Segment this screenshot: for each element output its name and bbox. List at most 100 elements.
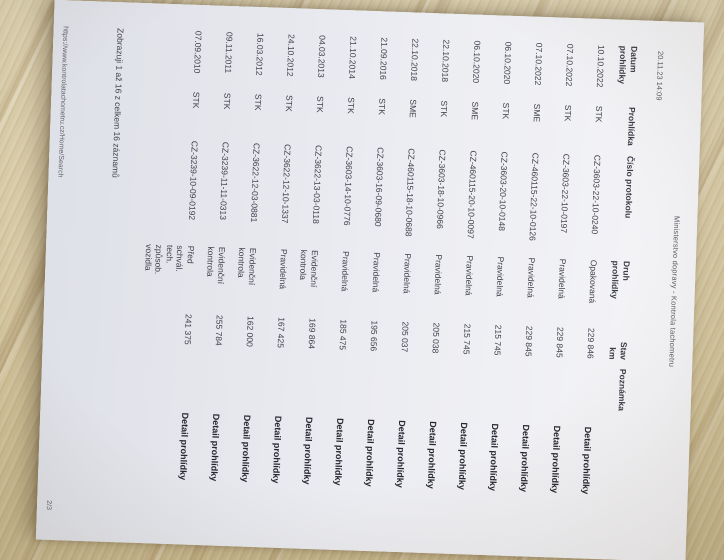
cell-datum: 21.09.2016	[378, 37, 390, 81]
detail-link: Detail prohlídky	[394, 420, 408, 488]
cell-prohlidka: SME	[407, 99, 419, 118]
cell-druh: Pravidelná	[339, 250, 352, 292]
cell-poznamka	[438, 362, 471, 422]
cell-druh: Opakovaná	[587, 259, 599, 304]
detail-link: Detail prohlídky	[456, 422, 470, 491]
cell-cislo: CZ-3622-12-10-1337	[279, 143, 293, 224]
cell-km: 229 845	[523, 325, 535, 357]
cell-cislo: CZ-3603-22-10-0197	[558, 153, 572, 234]
cell-km: 229 846	[585, 327, 597, 359]
cell-prohlidka: STK	[562, 104, 574, 122]
cell-cislo: CZ-460115-20-10-0097	[465, 150, 479, 239]
cell-km: 185 475	[337, 319, 349, 351]
detail-link: Detail prohlídky	[425, 421, 439, 489]
print-timestamp: 20.11.23 14:09	[654, 50, 666, 101]
cell-prohlidka: STK	[376, 98, 388, 116]
cell-prohlidka: STK	[314, 95, 326, 113]
cell-poznamka	[314, 358, 347, 418]
column-header-cislo: Číslo protokolu	[623, 155, 636, 219]
cell-km: 167 425	[275, 317, 287, 349]
detail-link: Detail prohlídky	[332, 417, 346, 486]
cell-poznamka	[283, 357, 316, 417]
footer-url: https://www.kontrolatachometru.cz/Home/S…	[56, 26, 69, 178]
cell-cislo: CZ-3622-13-03-0118	[310, 144, 324, 225]
detail-link: Detail prohlídky	[363, 418, 377, 487]
inspection-table: Datum prohlídky Prohlídka Číslo protokolu D…	[134, 29, 639, 537]
cell-prohlidka: STK	[593, 105, 605, 123]
cell-prohlidka: STK	[221, 92, 233, 110]
cell-datum: 21.10.2014	[347, 36, 359, 79]
cell-cislo: CZ-3622-12-03-0881	[248, 142, 262, 223]
cell-cislo: CZ-460115-22-10-0126	[527, 152, 541, 242]
cell-druh: Pravidelná	[494, 256, 506, 297]
cell-poznamka	[531, 366, 564, 426]
cell-datum: 04.03.2013	[316, 35, 328, 78]
cell-datum: 07.10.2022	[532, 42, 545, 86]
cell-druh: Pravidelná	[370, 252, 383, 293]
column-header-datum: Datum prohlídky	[617, 45, 640, 85]
cell-datum: 07.09.2010	[192, 30, 204, 74]
cell-prohlidka: STK	[345, 97, 357, 114]
detail-link: Detail prohlídky	[487, 423, 501, 492]
inspection-rows: 10.10.2022 STK CZ-3603-22-10-0240 Opakovaná…	[134, 29, 606, 536]
cell-datum: 24.10.2012	[285, 33, 297, 77]
cell-prohlidka: STK	[190, 91, 202, 109]
cell-druh: Pravidelná	[401, 253, 413, 294]
cell-prohlidka: SME	[469, 101, 481, 121]
cell-km: 215 745	[492, 324, 504, 356]
cell-km: 215 745	[461, 323, 473, 355]
column-header-prohlidka: Prohlídka	[625, 106, 638, 146]
cell-druh: Pravidelná	[556, 258, 568, 300]
record-count-text: Zobrazuji 1 až 16 z celkem 16 záznamů	[110, 27, 126, 179]
cell-poznamka	[376, 360, 409, 420]
detail-link: Detail prohlídky	[518, 424, 532, 493]
cell-km: 162 000	[244, 315, 256, 348]
cell-poznamka	[407, 361, 440, 421]
cell-cislo: CZ-3603-14-10-0776	[341, 146, 355, 226]
cell-datum: 22.10.2018	[439, 39, 452, 83]
cell-prohlidka: STK	[500, 102, 512, 120]
cell-poznamka	[252, 356, 285, 416]
printed-page: Ministerstvo dopravy - Kontrola tachomet…	[35, 0, 705, 560]
cell-poznamka	[562, 367, 595, 427]
cell-poznamka	[469, 364, 502, 424]
detail-link: Detail prohlídky	[301, 416, 315, 485]
cell-prohlidka: STK	[283, 94, 295, 112]
cell-cislo: CZ-3603-20-10-0148	[496, 151, 510, 232]
cell-druh: Evidenční kontrola	[298, 249, 321, 288]
page-header-title: Ministerstvo dopravy - Kontrola tachomet…	[667, 215, 682, 368]
detail-link: Detail prohlídky	[177, 412, 191, 481]
page-number: 2/3	[44, 500, 53, 511]
cell-datum: 07.10.2022	[563, 43, 576, 87]
cell-poznamka	[221, 355, 254, 415]
detail-link: Detail prohlídky	[208, 413, 222, 482]
cell-druh: Před schvál. tech. způsob. vozidla	[143, 244, 197, 275]
cell-datum: 06.10.2020	[501, 41, 514, 85]
cell-druh: Pravidelná	[277, 248, 290, 290]
cell-datum: 22.10.2018	[409, 38, 421, 82]
cell-cislo: CZ-3603-18-10-0966	[434, 149, 448, 229]
cell-cislo: CZ-3239-11-11-0313	[218, 141, 231, 221]
cell-prohlidka: SME	[531, 103, 543, 123]
cell-cislo: CZ-3239-10-09-0192	[187, 140, 200, 221]
detail-link: Detail prohlídky	[270, 415, 284, 484]
cell-prohlidka: STK	[438, 100, 450, 118]
column-header-detail	[589, 427, 626, 537]
column-header-poznamka: Poznámka	[616, 368, 629, 412]
cell-poznamka	[345, 359, 378, 419]
cell-cislo: CZ-460115-18-10-0688	[403, 148, 417, 237]
cell-km: 205 038	[430, 322, 442, 354]
cell-cislo: CZ-3603-16-09-0680	[372, 147, 386, 227]
column-header-km: Stav km	[607, 341, 630, 361]
detail-link: Detail prohlídky	[580, 426, 594, 495]
cell-druh: Evidenční kontrola	[236, 247, 259, 286]
cell-poznamka	[500, 365, 533, 425]
cell-datum: 09.11.2011	[223, 31, 235, 74]
cell-km: 205 037	[399, 321, 411, 353]
cell-cislo: CZ-3603-22-10-0240	[589, 154, 603, 235]
cell-poznamka	[138, 352, 193, 413]
cell-prohlidka: STK	[252, 93, 264, 111]
cell-poznamka	[190, 354, 223, 414]
cell-km: 255 784	[213, 314, 225, 346]
